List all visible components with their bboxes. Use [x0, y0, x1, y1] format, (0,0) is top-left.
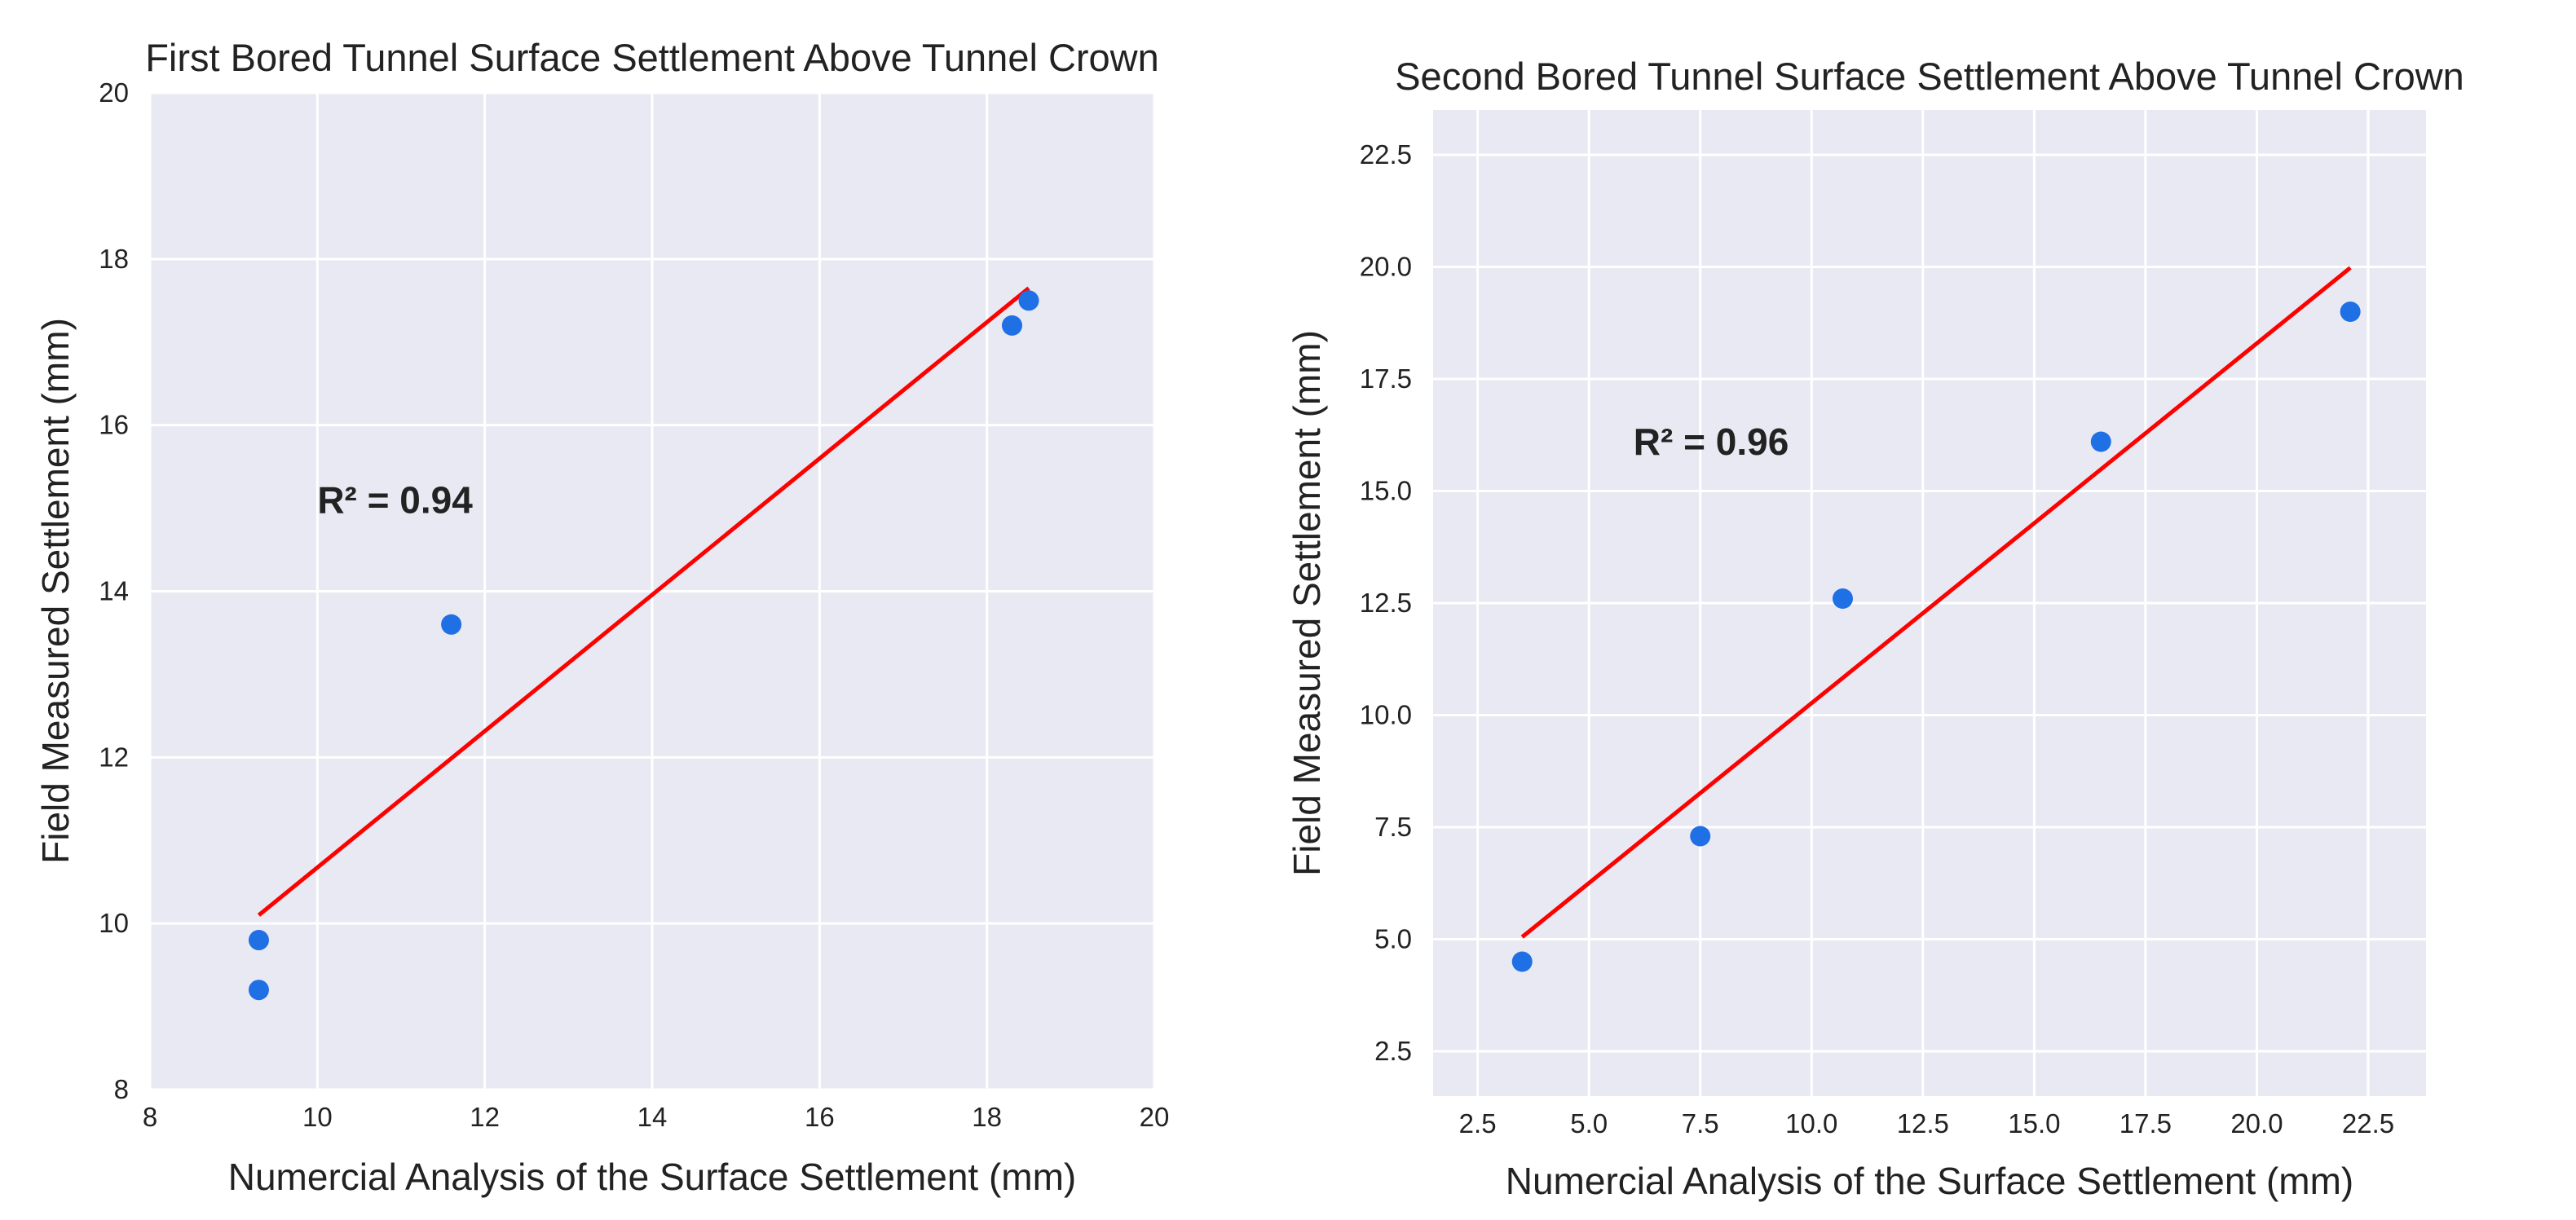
y-tick-label: 20.0 — [1360, 252, 1412, 282]
y-tick-label: 20 — [99, 77, 129, 108]
y-tick-label: 15.0 — [1360, 476, 1412, 506]
chart-title: First Bored Tunnel Surface Settlement Ab… — [145, 36, 1159, 79]
y-tick-label: 12.5 — [1360, 588, 1412, 618]
data-point — [248, 980, 269, 1001]
x-tick-label: 22.5 — [2342, 1108, 2394, 1139]
grid-lines — [1433, 110, 2426, 1096]
x-tick-label: 8 — [143, 1102, 157, 1132]
chart-first-tunnel: 8 10 12 14 16 18 20 8 10 12 14 16 18 20 First Bored … — [34, 36, 1169, 1198]
y-tick-labels: 8 10 12 14 16 18 20 — [99, 77, 129, 1104]
x-tick-label: 20 — [1140, 1102, 1170, 1132]
x-tick-label: 20.0 — [2230, 1108, 2283, 1139]
y-tick-label: 16 — [99, 410, 129, 440]
chart-title: Second Bored Tunnel Surface Settlement A… — [1395, 55, 2464, 98]
chart-second-tunnel: 2.5 5.0 7.5 10.0 12.5 15.0 17.5 20.0 22.5 2.5 5.0… — [1286, 55, 2464, 1202]
y-tick-labels: 2.5 5.0 7.5 10.0 12.5 15.0 17.5 20.0 22.5 — [1360, 139, 1412, 1066]
x-tick-label: 12 — [470, 1102, 500, 1132]
y-tick-label: 2.5 — [1374, 1036, 1412, 1066]
data-point — [1018, 290, 1039, 311]
x-axis-label: Numercial Analysis of the Surface Settle… — [1506, 1160, 2353, 1202]
grid-lines — [148, 91, 1156, 1091]
y-tick-label: 14 — [99, 576, 129, 606]
data-point — [1690, 826, 1711, 847]
y-tick-label: 7.5 — [1374, 812, 1412, 842]
y-tick-label: 22.5 — [1360, 139, 1412, 170]
regression-line — [257, 286, 1030, 917]
y-tick-label: 17.5 — [1360, 363, 1412, 394]
data-point — [248, 930, 269, 951]
y-axis-label: Field Measured Settlement (mm) — [34, 318, 77, 864]
x-tick-label: 15.0 — [2008, 1108, 2060, 1139]
data-point — [2090, 431, 2111, 452]
r-squared-annotation: R² = 0.94 — [317, 478, 473, 521]
y-axis-label: Field Measured Settlement (mm) — [1286, 330, 1328, 876]
x-tick-label: 16 — [805, 1102, 835, 1132]
x-tick-label: 14 — [637, 1102, 668, 1132]
fit-line-group — [1520, 266, 2352, 939]
data-point — [441, 614, 462, 635]
y-tick-label: 8 — [114, 1074, 129, 1104]
x-tick-labels: 2.5 5.0 7.5 10.0 12.5 15.0 17.5 20.0 22.5 — [1459, 1108, 2394, 1139]
y-tick-label: 18 — [99, 244, 129, 274]
data-point — [1832, 588, 1853, 609]
x-tick-label: 10 — [302, 1102, 333, 1132]
x-tick-label: 2.5 — [1459, 1108, 1497, 1139]
regression-line — [1520, 266, 2352, 939]
data-point — [2340, 302, 2361, 322]
fit-line-group — [257, 286, 1030, 917]
y-tick-label: 5.0 — [1374, 924, 1412, 954]
data-points-group — [1511, 302, 2361, 972]
y-tick-label: 12 — [99, 742, 129, 772]
x-tick-label: 5.0 — [1570, 1108, 1608, 1139]
x-tick-label: 17.5 — [2119, 1108, 2172, 1139]
x-tick-labels: 8 10 12 14 16 18 20 — [143, 1102, 1170, 1132]
x-tick-label: 18 — [972, 1102, 1002, 1132]
y-tick-label: 10.0 — [1360, 700, 1412, 730]
x-axis-label: Numercial Analysis of the Surface Settle… — [228, 1156, 1076, 1198]
r-squared-annotation: R² = 0.96 — [1634, 421, 1789, 463]
y-tick-label: 10 — [99, 908, 129, 938]
data-point — [1001, 315, 1022, 336]
data-points-group — [248, 290, 1039, 1001]
x-tick-label: 12.5 — [1897, 1108, 1949, 1139]
x-tick-label: 7.5 — [1682, 1108, 1719, 1139]
x-tick-label: 10.0 — [1785, 1108, 1837, 1139]
data-point — [1511, 951, 1533, 972]
